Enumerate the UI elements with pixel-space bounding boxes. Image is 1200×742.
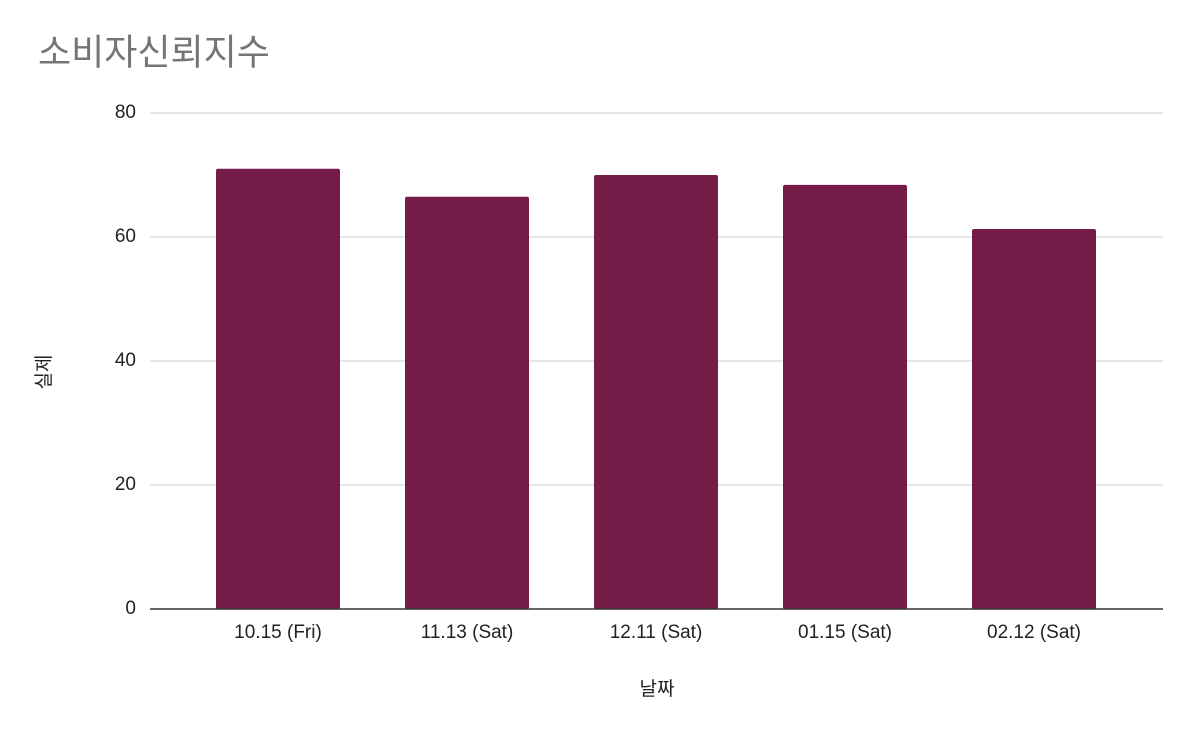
bar <box>216 168 340 610</box>
x-tick-label: 01.15 (Sat) <box>798 622 892 643</box>
y-tick-label: 80 <box>115 102 136 123</box>
x-tick-label: 12.11 (Sat) <box>610 622 703 643</box>
y-tick-label: 20 <box>115 474 136 495</box>
bar <box>783 184 907 610</box>
bar <box>972 228 1096 609</box>
y-axis-label: 실제 <box>33 355 55 390</box>
y-tick-label: 60 <box>115 226 136 247</box>
bar <box>594 175 718 609</box>
bar <box>405 196 529 609</box>
x-tick-label: 02.12 (Sat) <box>987 622 1081 643</box>
x-axis-label: 날짜 <box>640 678 675 700</box>
chart-title: 소비자신뢰지수 <box>38 32 270 73</box>
x-tick-label: 11.13 (Sat) <box>421 622 514 643</box>
y-tick-label: 40 <box>115 350 136 371</box>
y-tick-label: 0 <box>125 598 136 619</box>
x-tick-label: 10.15 (Fri) <box>234 622 322 643</box>
